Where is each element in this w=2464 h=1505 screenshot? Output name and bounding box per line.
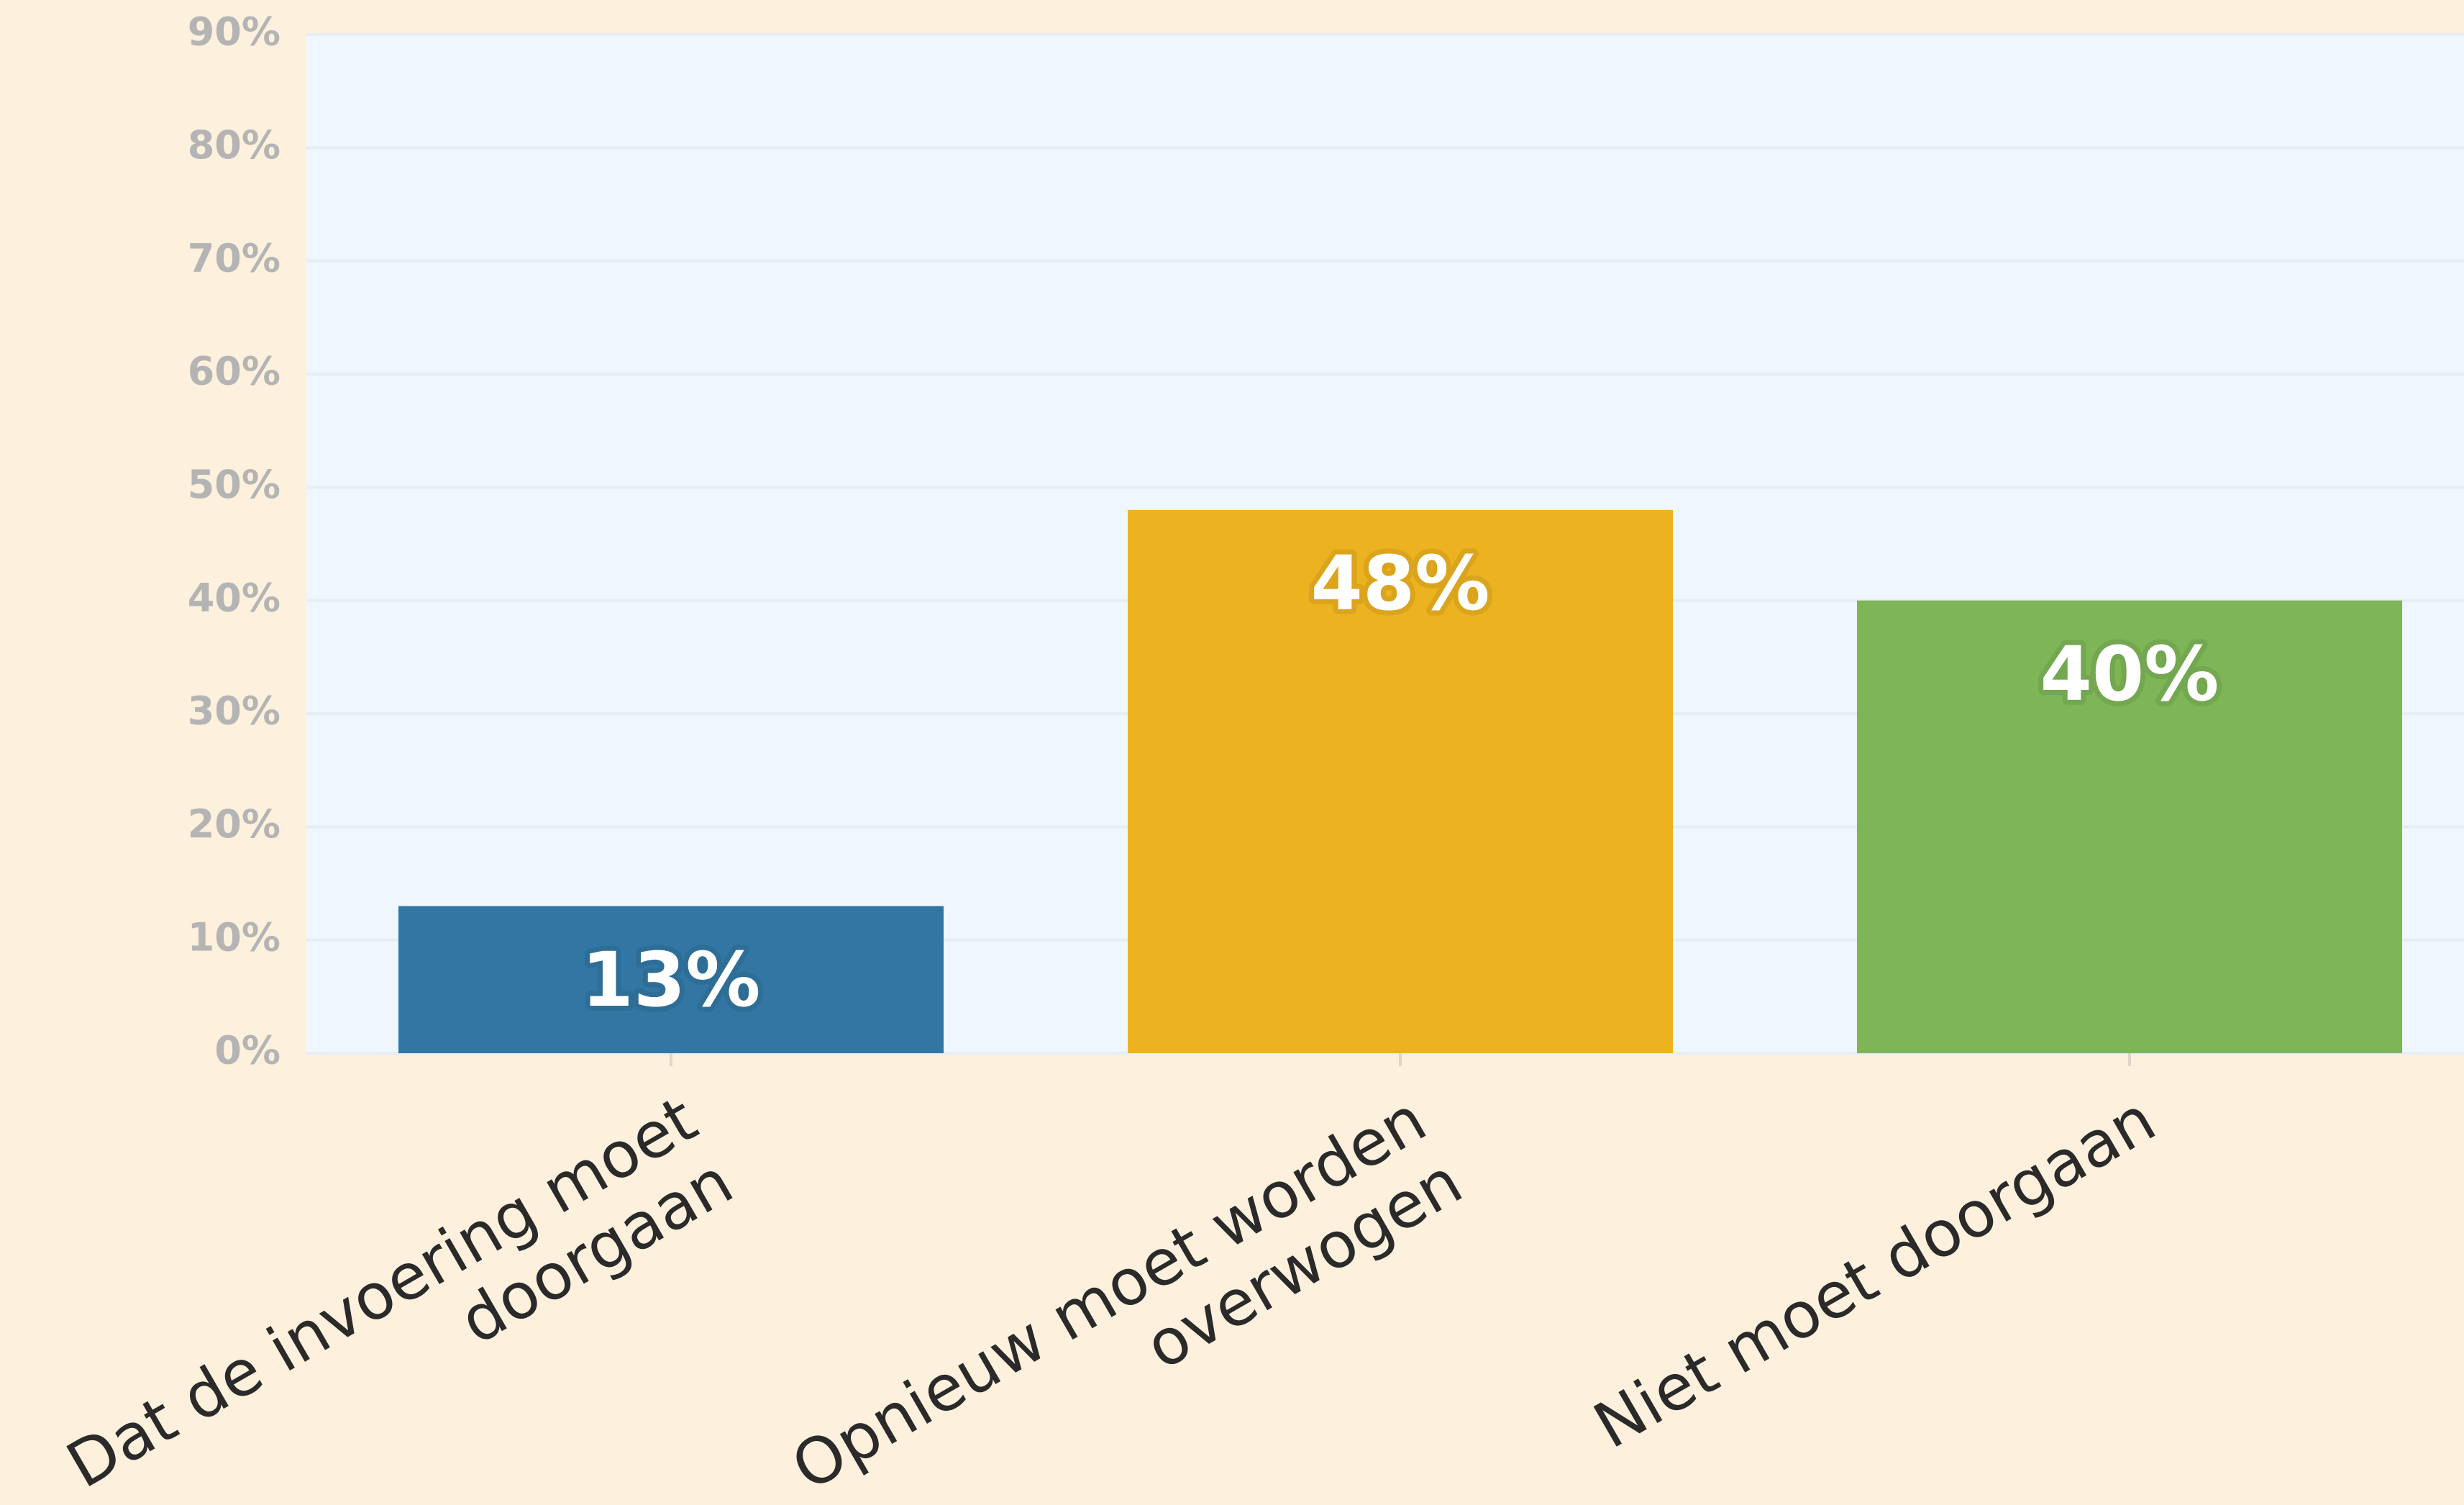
- y-tick-label: 30%: [188, 688, 280, 734]
- y-tick-label: 80%: [188, 122, 280, 168]
- y-tick-label: 50%: [188, 462, 280, 507]
- y-tick-label: 10%: [188, 914, 280, 960]
- bar: [1857, 600, 2402, 1053]
- y-tick-label: 20%: [188, 801, 280, 847]
- y-tick-label: 70%: [188, 235, 280, 281]
- y-tick-label: 40%: [188, 575, 280, 620]
- data-label: 13%: [582, 936, 761, 1024]
- y-tick-label: 0%: [214, 1028, 280, 1073]
- data-label: 40%: [2040, 630, 2219, 718]
- y-tick-label: 60%: [188, 349, 280, 394]
- bar: [398, 906, 944, 1053]
- data-label: 48%: [1311, 540, 1490, 627]
- y-tick-label: 90%: [188, 9, 280, 55]
- bar: [1128, 509, 1673, 1053]
